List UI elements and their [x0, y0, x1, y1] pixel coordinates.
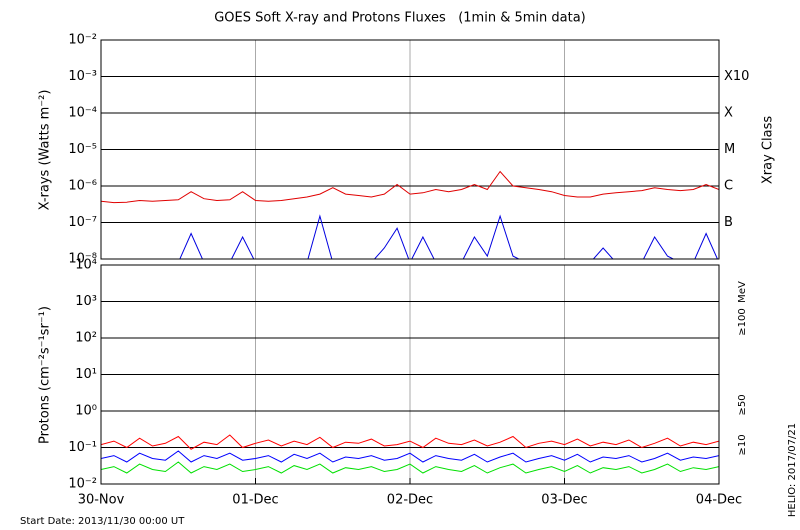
- y-axis-title: X-rays (Watts m⁻²): [38, 90, 53, 211]
- y2-tick-label: C: [724, 179, 733, 194]
- y2-tick-label: M: [724, 142, 735, 157]
- series-line: [101, 434, 719, 450]
- y2-tick-label: B: [724, 215, 733, 230]
- x-tick-label: 03-Dec: [541, 493, 587, 508]
- legend-label: ≥100: [737, 308, 748, 335]
- y-tick-label: 10⁻⁵: [68, 142, 97, 157]
- series-line: [101, 170, 719, 204]
- chart-title: GOES Soft X-ray and Protons Fluxes (1min…: [214, 11, 586, 26]
- y-axis-title: Protons (cm⁻²s⁻¹sr⁻¹): [38, 306, 53, 444]
- plot-frame: [100, 39, 720, 260]
- y2-axis-title: Xray Class: [761, 116, 776, 184]
- x-tick-label: 01-Dec: [232, 493, 278, 508]
- plot-area: [101, 170, 719, 259]
- y-tick-label: 10⁻⁶: [68, 179, 97, 194]
- y-tick-label: 10²: [75, 331, 97, 346]
- unit-label: MeV: [737, 281, 748, 303]
- credit: HELIO: 2017/07/21: [787, 423, 798, 517]
- y-tick-label: 10⁻²: [68, 33, 97, 48]
- x-tick-label: 02-Dec: [387, 493, 433, 508]
- y-tick-label: 10⁻⁸: [68, 252, 97, 267]
- series-line: [101, 461, 719, 474]
- x-tick-label: 30-Nov: [78, 493, 125, 508]
- y-tick-label: 10⁴: [75, 258, 97, 273]
- y-tick-label: 10³: [75, 294, 97, 309]
- y2-tick-label: X: [724, 106, 733, 121]
- y-tick-label: 10⁰: [75, 404, 97, 419]
- y-tick-label: 10⁻⁴: [68, 106, 97, 121]
- footer: Start Date: 2013/11/30 00:00 UT: [20, 516, 185, 527]
- legend-label: ≥10: [737, 434, 748, 455]
- y-tick-label: 10⁻³: [68, 69, 97, 84]
- y-tick-label: 10¹: [75, 367, 97, 382]
- legend-label: ≥50: [737, 394, 748, 415]
- y-tick-label: 10⁻¹: [68, 440, 97, 455]
- y2-tick-label: X10: [724, 69, 749, 84]
- series-line: [101, 450, 719, 463]
- y-tick-label: 10⁻⁷: [68, 215, 97, 230]
- plot-area: [101, 434, 719, 474]
- x-tick-label: 04-Dec: [696, 493, 742, 508]
- y-tick-label: 10⁻²: [68, 477, 97, 492]
